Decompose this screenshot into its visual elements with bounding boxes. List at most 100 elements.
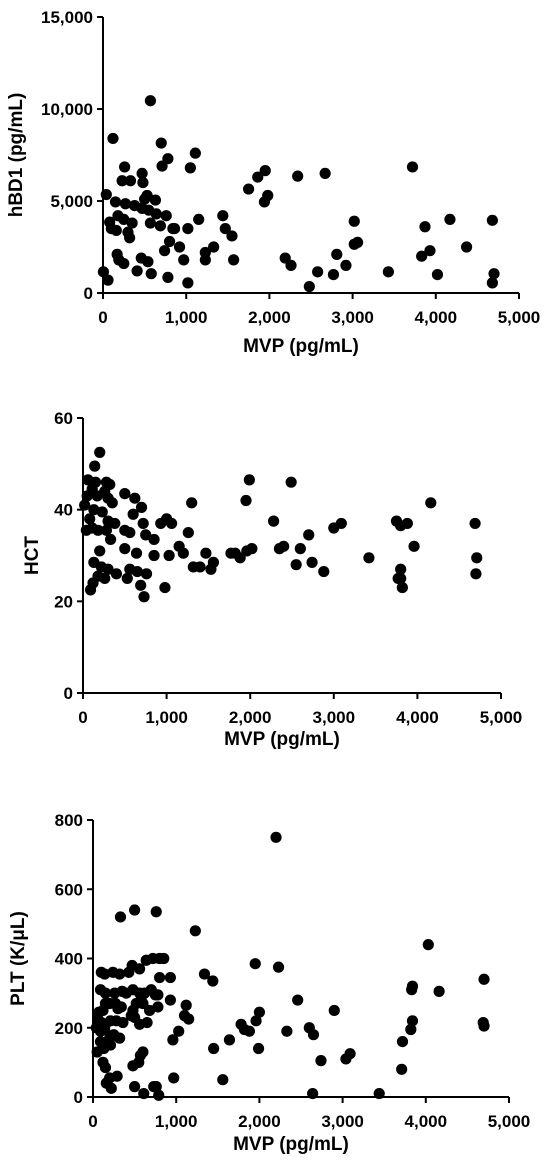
data-point xyxy=(139,193,151,205)
data-point xyxy=(433,985,445,997)
data-point xyxy=(105,1082,117,1094)
x-tick-label: 1,000 xyxy=(165,308,208,327)
data-point xyxy=(419,221,431,233)
data-point xyxy=(138,1087,150,1100)
x-axis-label: MVP (pg/mL) xyxy=(224,729,340,750)
data-point xyxy=(109,517,121,530)
data-point xyxy=(99,572,111,585)
axes: 0 1,000 2,000 3,000 4,000 5,000 0 5,000 10,000 15… xyxy=(41,8,540,327)
data-point xyxy=(460,241,473,253)
data-point xyxy=(100,524,113,536)
y-axis-label: hBD1 (pg/mL) xyxy=(6,93,27,218)
data-point xyxy=(178,254,190,266)
data-point xyxy=(270,831,282,843)
data-point xyxy=(416,250,428,262)
data-point xyxy=(102,274,114,286)
data-point xyxy=(84,584,97,596)
x-tick-label: 4,000 xyxy=(396,708,439,727)
data-point xyxy=(117,1016,129,1029)
data-point xyxy=(107,132,119,145)
data-point xyxy=(91,1046,103,1058)
data-point xyxy=(478,1020,490,1032)
data-point xyxy=(406,1015,419,1027)
data-point xyxy=(199,254,211,266)
y-tick-label: 15,000 xyxy=(41,8,93,27)
data-point xyxy=(142,256,154,268)
data-point xyxy=(348,238,360,250)
data-point xyxy=(161,513,173,525)
data-point xyxy=(160,210,172,222)
data-point xyxy=(119,198,132,210)
y-tick-label: 800 xyxy=(55,811,83,830)
data-point xyxy=(406,161,419,173)
data-point xyxy=(392,572,404,585)
data-point xyxy=(405,1023,417,1036)
data-point xyxy=(158,952,170,965)
data-point xyxy=(281,1025,293,1037)
data-point xyxy=(131,565,143,578)
data-point xyxy=(396,581,408,594)
data-point xyxy=(294,543,306,555)
data-point xyxy=(318,565,330,578)
data-point xyxy=(153,1089,165,1101)
data-point xyxy=(182,277,194,289)
data-point xyxy=(81,490,93,502)
x-tick-label: 5,000 xyxy=(488,1112,531,1131)
data-point xyxy=(217,210,229,222)
data-point xyxy=(143,1004,156,1017)
data-point xyxy=(431,269,444,281)
data-point xyxy=(158,245,171,257)
data-point xyxy=(163,235,176,248)
data-point xyxy=(292,994,304,1006)
data-point xyxy=(130,547,143,559)
data-point xyxy=(140,954,152,966)
data-point xyxy=(186,497,198,509)
data-point xyxy=(164,994,176,1006)
x-tick-label: 0 xyxy=(78,708,87,727)
data-point xyxy=(234,552,246,564)
data-point xyxy=(106,497,118,509)
data-point xyxy=(470,568,482,580)
data-point xyxy=(173,241,186,253)
data-point xyxy=(303,280,315,293)
data-point xyxy=(307,1087,319,1100)
data-point xyxy=(144,95,157,107)
data-point xyxy=(144,217,157,229)
data-point xyxy=(129,492,141,504)
data-point xyxy=(163,549,175,562)
data-point xyxy=(150,208,162,220)
data-point xyxy=(180,999,192,1011)
data-point xyxy=(94,446,106,458)
chart-1: 0 1,000 2,000 3,000 4,000 5,000 0 5,000 10,000 15… xyxy=(6,8,540,357)
x-tick-label: 3,000 xyxy=(331,308,374,327)
data-point xyxy=(315,1055,327,1067)
data-point xyxy=(145,268,157,280)
y-tick-label: 10,000 xyxy=(41,100,93,119)
data-point xyxy=(154,220,167,232)
data-point xyxy=(97,266,110,278)
data-point xyxy=(123,966,135,978)
data-point xyxy=(124,175,137,187)
data-point xyxy=(340,259,352,271)
data-point xyxy=(152,989,164,1001)
data-point xyxy=(252,171,264,183)
chart-3: 0 1,000 2,000 3,000 4,000 5,000 0 200 400 600 800 M… xyxy=(8,811,530,1155)
data-point xyxy=(102,563,114,575)
data-point xyxy=(168,223,181,235)
data-point xyxy=(156,160,168,172)
data-point xyxy=(348,215,360,227)
data-point xyxy=(396,1063,408,1075)
data-point xyxy=(253,1006,265,1018)
data-point xyxy=(116,175,128,187)
data-point xyxy=(189,147,201,159)
y-tick-label: 0 xyxy=(84,284,93,303)
data-point xyxy=(124,232,136,244)
data-point xyxy=(99,968,111,980)
data-point xyxy=(241,545,253,557)
data-point xyxy=(137,1046,149,1058)
data-point xyxy=(111,1070,123,1082)
data-point xyxy=(150,906,162,918)
data-point xyxy=(137,517,149,530)
data-point xyxy=(208,1042,220,1055)
data-point xyxy=(382,266,394,278)
